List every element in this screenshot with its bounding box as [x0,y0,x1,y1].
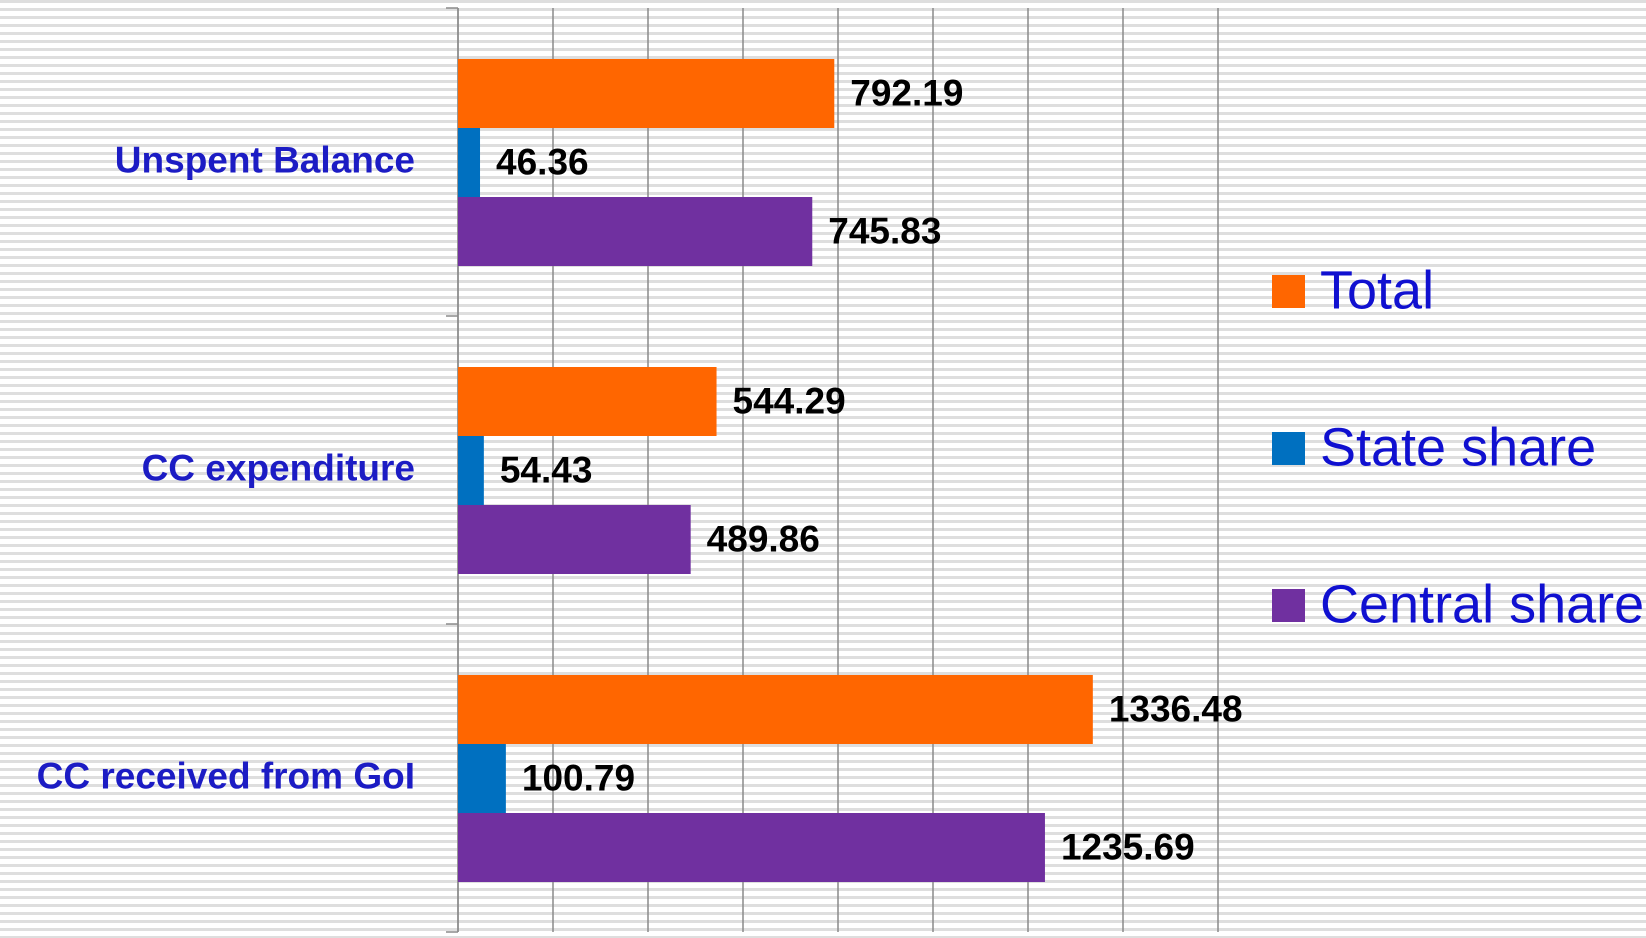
category-label: Unspent Balance [115,139,415,180]
bar [458,59,835,128]
legend-swatch [1272,275,1305,308]
value-label: 1336.48 [1109,688,1243,729]
category-label: CC expenditure [142,447,415,488]
bar [458,436,484,505]
value-label: 792.19 [850,72,963,113]
legend-label: Central share [1320,574,1644,634]
value-label: 544.29 [733,380,846,421]
bar [458,367,717,436]
value-label: 745.83 [828,210,941,251]
value-label: 46.36 [496,141,589,182]
legend-label: State share [1320,417,1596,477]
bar [458,505,691,574]
value-label: 489.86 [707,518,820,559]
bar [458,197,813,266]
value-label: 100.79 [522,757,635,798]
bar [458,675,1093,744]
bar [458,128,481,197]
value-label: 54.43 [500,449,593,490]
category-label: CC received from GoI [37,755,415,796]
legend-swatch [1272,589,1305,622]
legend-swatch [1272,432,1305,465]
value-label: 1235.69 [1061,826,1195,867]
bar [458,744,506,813]
legend-label: Total [1320,260,1434,320]
bar [458,813,1045,882]
